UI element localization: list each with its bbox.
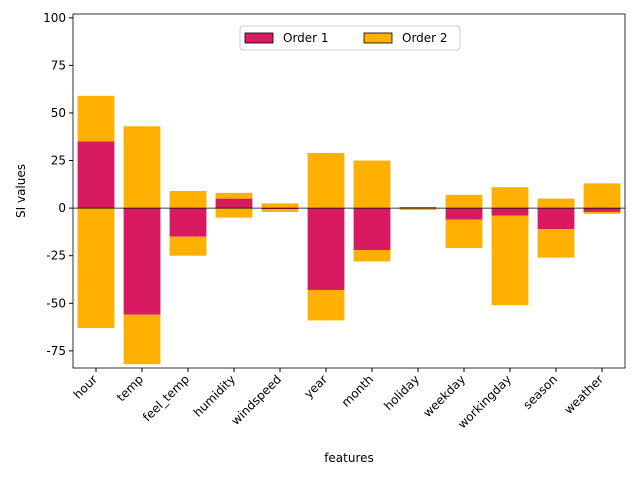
bar [169,191,207,209]
bar [77,95,115,142]
bar [307,152,345,209]
bar [491,208,529,216]
bar [123,208,161,315]
bar [537,208,575,230]
legend-swatch [244,32,274,44]
y-tick-label: -50 [46,296,66,310]
bar [353,250,391,262]
bar [445,219,483,249]
y-tick-label: 75 [51,58,66,72]
bar [307,289,345,321]
legend-swatch [363,32,393,44]
bar [307,208,345,290]
bar [537,229,575,258]
legend-box [239,25,461,51]
bar [491,215,529,306]
y-tick-label: -25 [46,249,66,263]
bar [123,126,161,209]
x-tick-label: hour [71,372,100,401]
y-axis-label: SI values [14,164,28,218]
x-tick-label: holiday [381,372,422,413]
bar [215,198,253,209]
bar [261,203,299,209]
x-axis-label: features [324,451,374,465]
bar [491,187,529,209]
bar [261,209,299,212]
bar [583,183,621,209]
bar [445,208,483,220]
bar [215,192,253,199]
y-tick-label: 100 [43,11,66,25]
bar [353,160,391,209]
x-tick-label: humidity [191,372,238,419]
x-tick-label: month [339,372,376,409]
y-tick-label: -75 [46,344,66,358]
x-tick-label: weather [561,372,606,417]
bar [215,208,253,218]
x-tick-label: feel_temp [140,372,192,424]
bar [399,207,437,209]
plot-frame [72,13,626,369]
bar [261,208,299,210]
bar [169,236,207,256]
x-tick-label: temp [114,372,146,404]
x-tick-label: weekday [420,372,468,420]
bar [169,208,207,237]
bar [445,194,483,209]
y-tick-label: 25 [51,154,66,168]
x-tick-label: windspeed [229,372,285,428]
y-tick-label: 0 [58,201,66,215]
bar [583,211,621,214]
bar [537,198,575,209]
legend-label: Order 2 [402,31,448,45]
legend-label: Order 1 [283,31,329,45]
bar [583,208,621,212]
y-tick-label: 50 [51,106,66,120]
bar [77,141,115,209]
x-tick-label: year [301,372,330,401]
x-tick-label: season [520,372,560,412]
bar [77,208,115,329]
bar [123,314,161,365]
bar [399,208,437,211]
bar [353,208,391,250]
